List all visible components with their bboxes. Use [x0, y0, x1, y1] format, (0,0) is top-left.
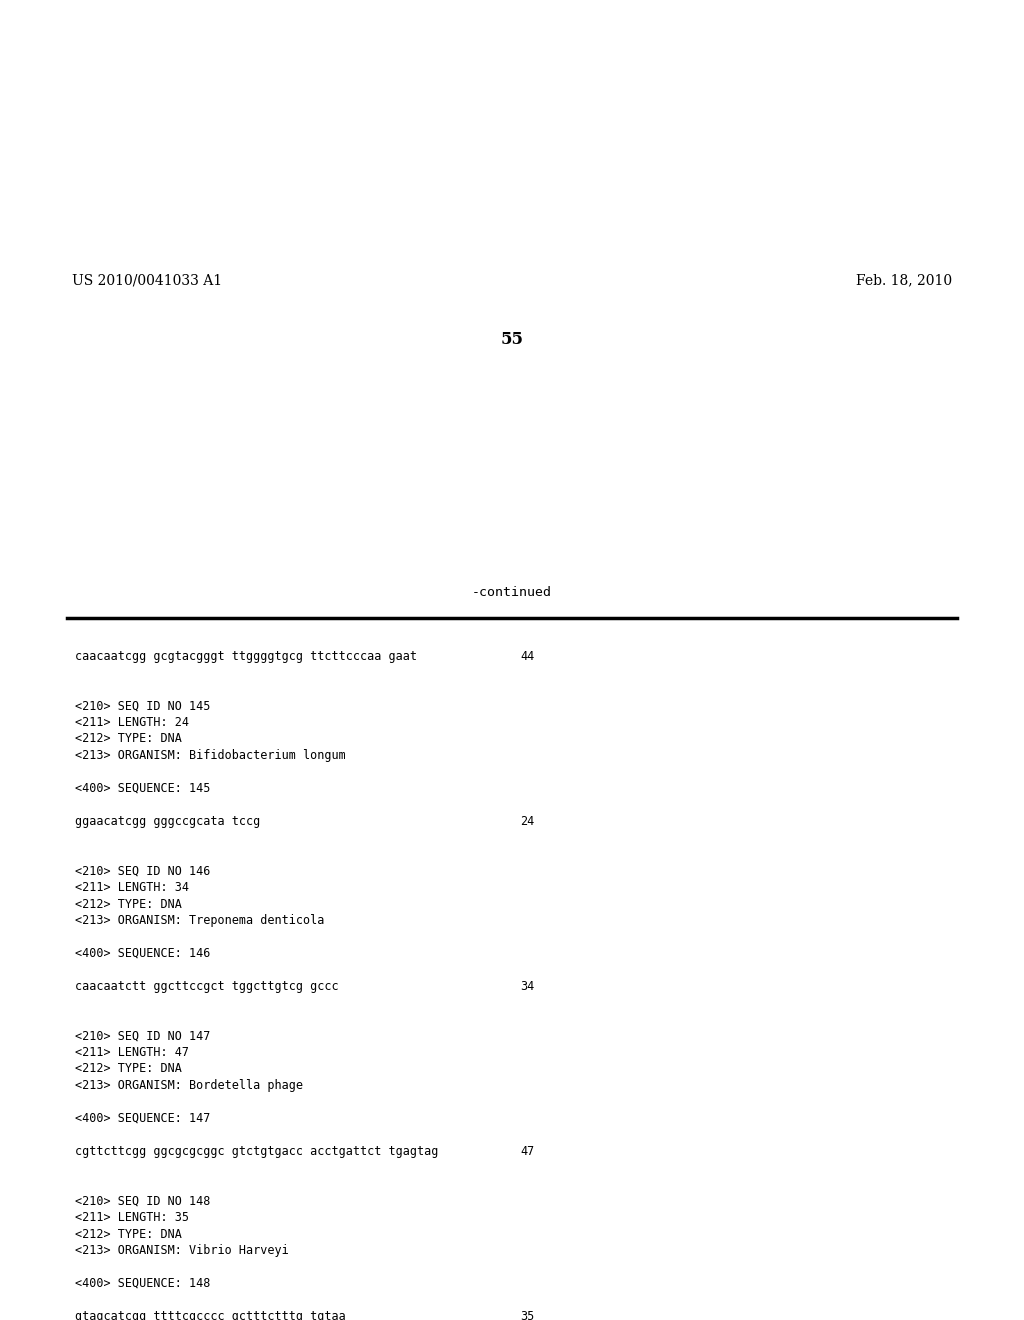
- Text: gtagcatcgg ttttcgcccc gctttctttg tgtaa: gtagcatcgg ttttcgcccc gctttctttg tgtaa: [75, 1309, 346, 1320]
- Text: <210> SEQ ID NO 145: <210> SEQ ID NO 145: [75, 700, 210, 713]
- Text: <211> LENGTH: 34: <211> LENGTH: 34: [75, 880, 189, 894]
- Text: <212> TYPE: DNA: <212> TYPE: DNA: [75, 898, 182, 911]
- Text: <212> TYPE: DNA: <212> TYPE: DNA: [75, 1228, 182, 1241]
- Text: <212> TYPE: DNA: <212> TYPE: DNA: [75, 733, 182, 746]
- Text: <212> TYPE: DNA: <212> TYPE: DNA: [75, 1063, 182, 1076]
- Text: 35: 35: [520, 1309, 535, 1320]
- Text: caacaatctt ggcttccgct tggcttgtcg gccc: caacaatctt ggcttccgct tggcttgtcg gccc: [75, 979, 339, 993]
- Text: ggaacatcgg gggccgcata tccg: ggaacatcgg gggccgcata tccg: [75, 814, 260, 828]
- Text: <400> SEQUENCE: 145: <400> SEQUENCE: 145: [75, 781, 210, 795]
- Text: <400> SEQUENCE: 146: <400> SEQUENCE: 146: [75, 946, 210, 960]
- Text: <211> LENGTH: 24: <211> LENGTH: 24: [75, 715, 189, 729]
- Text: <213> ORGANISM: Bifidobacterium longum: <213> ORGANISM: Bifidobacterium longum: [75, 748, 346, 762]
- Text: <400> SEQUENCE: 148: <400> SEQUENCE: 148: [75, 1276, 210, 1290]
- Text: 47: 47: [520, 1144, 535, 1158]
- Text: <211> LENGTH: 47: <211> LENGTH: 47: [75, 1045, 189, 1059]
- Text: <210> SEQ ID NO 147: <210> SEQ ID NO 147: [75, 1030, 210, 1043]
- Text: -continued: -continued: [472, 586, 552, 598]
- Text: <213> ORGANISM: Bordetella phage: <213> ORGANISM: Bordetella phage: [75, 1078, 303, 1092]
- Text: <210> SEQ ID NO 146: <210> SEQ ID NO 146: [75, 865, 210, 878]
- Text: 55: 55: [501, 331, 523, 348]
- Text: <210> SEQ ID NO 148: <210> SEQ ID NO 148: [75, 1195, 210, 1208]
- Text: <213> ORGANISM: Vibrio Harveyi: <213> ORGANISM: Vibrio Harveyi: [75, 1243, 289, 1257]
- Text: <213> ORGANISM: Treponema denticola: <213> ORGANISM: Treponema denticola: [75, 913, 325, 927]
- Text: US 2010/0041033 A1: US 2010/0041033 A1: [72, 273, 222, 286]
- Text: <400> SEQUENCE: 147: <400> SEQUENCE: 147: [75, 1111, 210, 1125]
- Text: cgttcttcgg ggcgcgcggc gtctgtgacc acctgattct tgagtag: cgttcttcgg ggcgcgcggc gtctgtgacc acctgat…: [75, 1144, 438, 1158]
- Text: caacaatcgg gcgtacgggt ttggggtgcg ttcttcccaa gaat: caacaatcgg gcgtacgggt ttggggtgcg ttcttcc…: [75, 649, 417, 663]
- Text: 44: 44: [520, 649, 535, 663]
- Text: Feb. 18, 2010: Feb. 18, 2010: [856, 273, 952, 286]
- Text: <211> LENGTH: 35: <211> LENGTH: 35: [75, 1210, 189, 1224]
- Text: 24: 24: [520, 814, 535, 828]
- Text: 34: 34: [520, 979, 535, 993]
